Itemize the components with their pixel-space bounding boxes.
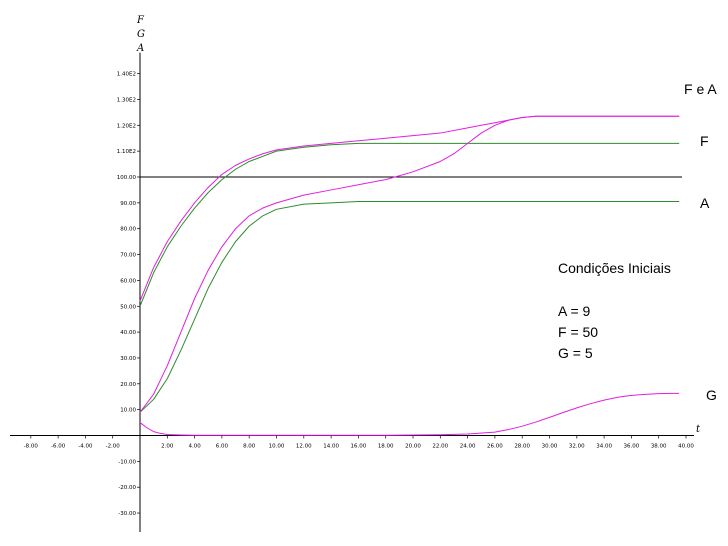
x-tick-label: 36.00 bbox=[624, 444, 640, 450]
y-tick-label: 90.00 bbox=[120, 201, 136, 207]
x-tick-label: -6.00 bbox=[51, 444, 66, 450]
x-tick-label: 22.00 bbox=[432, 444, 448, 450]
series-layer bbox=[139, 115, 680, 436]
y-tick-label: 1.10E2 bbox=[117, 149, 136, 155]
x-tick-label: -4.00 bbox=[78, 444, 93, 450]
x-tick-label: 14.00 bbox=[323, 444, 339, 450]
x-tick-label: 16.00 bbox=[351, 444, 367, 450]
series-g-magenta bbox=[139, 392, 680, 436]
x-tick-label: 32.00 bbox=[569, 444, 585, 450]
x-tick-label: 26.00 bbox=[487, 444, 503, 450]
x-tick-label: 20.00 bbox=[405, 444, 421, 450]
x-tick-label: 8.00 bbox=[243, 444, 256, 450]
series-a-green bbox=[139, 201, 680, 413]
x-tick-label: -2.00 bbox=[106, 444, 121, 450]
x-tick-label: 28.00 bbox=[514, 444, 530, 450]
x-tick-label: 12.00 bbox=[296, 444, 312, 450]
y-axis-variable-a: A bbox=[136, 43, 144, 54]
annotation-line-g: G = 5 bbox=[558, 345, 593, 361]
x-tick-label: 40.00 bbox=[678, 444, 694, 450]
y-tick-label: 10.00 bbox=[120, 408, 136, 414]
x-tick-label: -8.00 bbox=[24, 444, 39, 450]
y-tick-label: 20.00 bbox=[120, 382, 136, 388]
curve-label-a: A bbox=[700, 195, 710, 211]
y-axis-variable-g: G bbox=[137, 29, 145, 40]
y-tick-label: 1.20E2 bbox=[117, 123, 136, 129]
annotation-line-a: A = 9 bbox=[558, 303, 591, 319]
x-tick-label: 24.00 bbox=[460, 444, 476, 450]
axes bbox=[10, 52, 694, 532]
x-tick-label: 2.00 bbox=[161, 444, 174, 450]
y-tick-label: 50.00 bbox=[120, 304, 136, 310]
y-tick-label: 1.40E2 bbox=[117, 72, 136, 78]
curve-label-f: F bbox=[700, 133, 709, 149]
x-axis-variable-t: t bbox=[696, 424, 701, 435]
x-tick-label: 34.00 bbox=[596, 444, 612, 450]
x-ticks: -8.00 -6.00 -4.00 -2.00 2.00 4.00 6.00 8.00 10.0… bbox=[24, 435, 694, 450]
y-ticks: -30.00 -20.00 -10.00 10.00 20.00 30.00 40.00 50… bbox=[117, 72, 140, 517]
x-tick-label: 6.00 bbox=[216, 444, 229, 450]
curve-label-g: G bbox=[706, 387, 717, 403]
y-tick-label: 1.30E2 bbox=[117, 97, 136, 103]
series-a-magenta bbox=[139, 115, 680, 413]
annotation-title: Condições Iniciais bbox=[558, 260, 671, 276]
y-tick-label: 70.00 bbox=[120, 253, 136, 259]
series-f-green bbox=[139, 142, 680, 307]
y-tick-label: -30.00 bbox=[118, 511, 136, 517]
y-tick-label: 100.00 bbox=[117, 175, 137, 181]
y-tick-label: 60.00 bbox=[120, 278, 136, 284]
x-tick-label: 18.00 bbox=[378, 444, 394, 450]
annotation-line-f: F = 50 bbox=[558, 324, 598, 340]
y-tick-label: -20.00 bbox=[118, 485, 136, 491]
y-axis-variable-f: F bbox=[136, 15, 145, 26]
y-tick-label: 40.00 bbox=[120, 330, 136, 336]
y-tick-label: 30.00 bbox=[120, 356, 136, 362]
y-tick-label: -10.00 bbox=[118, 459, 136, 465]
x-tick-label: 38.00 bbox=[651, 444, 667, 450]
x-tick-label: 30.00 bbox=[542, 444, 558, 450]
curve-label-f-and-a: F e A bbox=[684, 81, 717, 97]
y-tick-label: 80.00 bbox=[120, 227, 136, 233]
x-tick-label: 10.00 bbox=[269, 444, 285, 450]
x-tick-label: 4.00 bbox=[188, 444, 201, 450]
initial-conditions-annotation: Condições Iniciais A = 9 F = 50 G = 5 bbox=[558, 260, 671, 361]
